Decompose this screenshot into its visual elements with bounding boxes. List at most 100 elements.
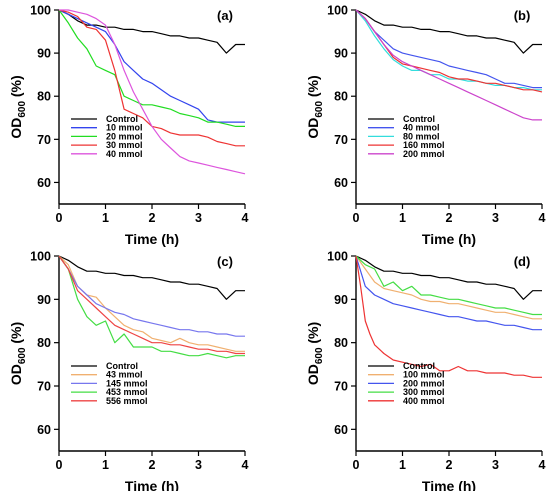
- legend-label: Control: [106, 361, 138, 371]
- chart-panel-2: 0 1 2 3 4 60 70 80 90 100 Time (h) OD600 (%) (b) Cont…: [305, 4, 546, 248]
- chart-panel-1: 0 1 2 3 4 60 70 80 90 100 Time (h) OD600 (%) (a) Cont…: [8, 4, 249, 248]
- series-line-4: [355, 255, 542, 316]
- y-tick-label: 100: [327, 4, 348, 18]
- x-tick-label: 1: [399, 458, 406, 472]
- y-tick-label: 80: [334, 90, 348, 104]
- legend-label: 20 mmol: [106, 131, 143, 141]
- y-axis-title-unit: (%): [305, 322, 321, 348]
- series-line-2: [58, 9, 245, 123]
- x-tick-label: 2: [149, 458, 156, 472]
- y-tick-label: 100: [30, 250, 51, 264]
- x-axis-title: Time (h): [125, 231, 179, 247]
- y-tick-label: 100: [327, 250, 348, 264]
- y-tick-label: 90: [334, 47, 348, 61]
- series-line-2: [58, 255, 245, 352]
- series-line-4: [58, 255, 245, 359]
- x-tick-label: 3: [195, 458, 202, 472]
- y-tick-label: 90: [37, 47, 51, 61]
- y-axis-title-subscript: 600: [17, 347, 28, 364]
- panel-label: (d): [514, 254, 531, 269]
- legend-label: 80 mmol: [403, 131, 440, 141]
- x-tick-label: 1: [399, 211, 406, 225]
- x-tick-label: 4: [539, 211, 546, 225]
- y-axis-title-unit: (%): [8, 75, 24, 101]
- y-axis-title-main: OD: [8, 364, 24, 385]
- x-axis-title: Time (h): [125, 478, 179, 491]
- series-line-3: [58, 9, 245, 128]
- y-axis-title-unit: (%): [305, 75, 321, 101]
- y-axis-title-subscript: 600: [314, 101, 325, 118]
- y-axis-title-unit: (%): [8, 322, 24, 348]
- legend-label: 556 mmol: [106, 396, 148, 406]
- y-axis-title-subscript: 600: [17, 101, 28, 118]
- y-tick-label: 80: [37, 336, 51, 350]
- y-tick-label: 70: [334, 133, 348, 147]
- legend-label: 43 mmol: [106, 370, 143, 380]
- y-axis-title: OD600 (%): [8, 75, 28, 138]
- chart-panel-3: 0 1 2 3 4 60 70 80 90 100 Time (h) OD600 (%) (c) Cont…: [8, 250, 249, 491]
- legend-label: Control: [106, 114, 138, 124]
- x-tick-label: 0: [56, 211, 63, 225]
- legend-label: 453 mmol: [106, 387, 148, 397]
- y-tick-label: 70: [37, 380, 51, 394]
- legend-label: 160 mmol: [403, 140, 445, 150]
- x-tick-label: 3: [492, 458, 499, 472]
- series-line-1: [58, 255, 245, 300]
- y-tick-label: 90: [37, 293, 51, 307]
- legend-label: 400 mmol: [403, 396, 445, 406]
- x-tick-label: 1: [102, 211, 109, 225]
- y-axis-title: OD600 (%): [305, 75, 325, 138]
- legend-label: 145 mmol: [106, 378, 148, 388]
- series-line-2: [355, 9, 542, 89]
- x-tick-label: 0: [56, 458, 63, 472]
- x-tick-label: 0: [353, 211, 360, 225]
- panel-label: (c): [217, 254, 233, 269]
- y-tick-label: 70: [334, 380, 348, 394]
- series-line-1: [58, 9, 245, 54]
- y-axis-title-main: OD: [305, 364, 321, 385]
- series-line-5: [58, 255, 245, 355]
- y-axis-title-main: OD: [8, 118, 24, 139]
- x-tick-label: 4: [539, 458, 546, 472]
- y-axis-title-subscript: 600: [314, 347, 325, 364]
- legend-label: 40 mmol: [403, 123, 440, 133]
- legend-label: 200 mmol: [403, 149, 445, 159]
- series-line-3: [58, 255, 245, 337]
- legend-label: Control: [403, 114, 435, 124]
- panel-label: (a): [217, 8, 233, 23]
- x-tick-label: 2: [446, 211, 453, 225]
- legend-label: Control: [403, 361, 435, 371]
- series-line-5: [355, 255, 542, 378]
- x-tick-label: 4: [242, 458, 249, 472]
- y-tick-label: 70: [37, 133, 51, 147]
- legend-label: 300 mmol: [403, 387, 445, 397]
- x-tick-label: 2: [446, 458, 453, 472]
- series-line-1: [355, 255, 542, 300]
- x-axis-title: Time (h): [422, 478, 476, 491]
- series-line-5: [355, 9, 542, 121]
- y-axis-title: OD600 (%): [305, 322, 325, 385]
- series-line-1: [355, 9, 542, 54]
- x-tick-label: 2: [149, 211, 156, 225]
- legend-label: 100 mmol: [403, 370, 445, 380]
- series-line-3: [355, 255, 542, 331]
- legend-label: 10 mmol: [106, 123, 143, 133]
- y-axis-title: OD600 (%): [8, 322, 28, 385]
- y-tick-label: 80: [37, 90, 51, 104]
- x-tick-label: 3: [492, 211, 499, 225]
- y-tick-label: 60: [334, 423, 348, 437]
- y-tick-label: 90: [334, 293, 348, 307]
- legend-label: 200 mmol: [403, 378, 445, 388]
- y-tick-label: 60: [37, 176, 51, 190]
- y-tick-label: 60: [334, 176, 348, 190]
- x-tick-label: 3: [195, 211, 202, 225]
- x-tick-label: 4: [242, 211, 249, 225]
- chart-panel-4: 0 1 2 3 4 60 70 80 90 100 Time (h) OD600 (%) (d) Cont…: [305, 250, 546, 491]
- series-line-2: [355, 255, 542, 320]
- series-line-5: [59, 9, 246, 175]
